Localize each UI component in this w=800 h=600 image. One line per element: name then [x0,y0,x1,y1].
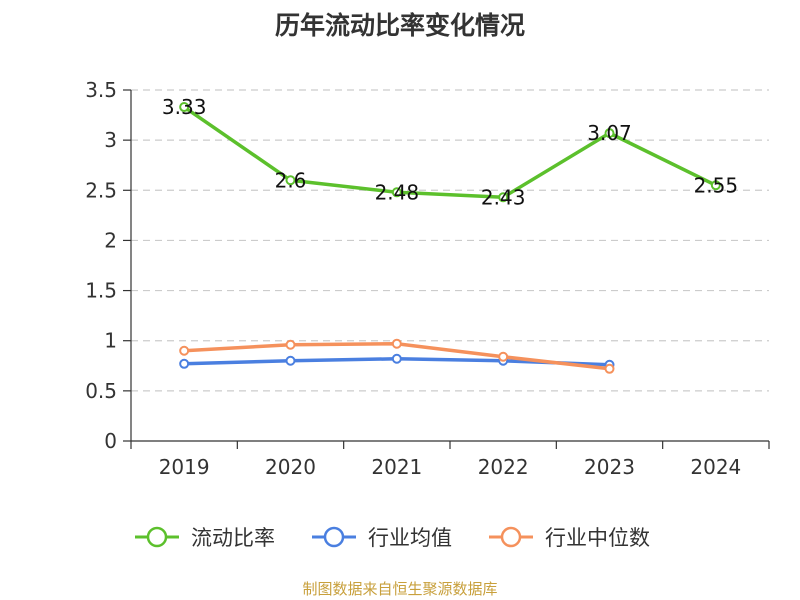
x-tick-label: 2020 [265,455,316,479]
data-point[interactable] [285,175,296,186]
y-tick-label: 2 [104,228,117,252]
legend-label: 行业均值 [368,526,452,550]
data-label: 2.43 [481,185,526,209]
gridlines [131,89,769,392]
data-point[interactable] [285,339,296,350]
legend-item[interactable]: 行业均值 [312,526,452,550]
y-tick-label: 2.5 [85,178,117,202]
y-tick-label: 0.5 [85,379,117,403]
data-point[interactable] [604,363,615,374]
data-point[interactable] [285,355,296,366]
data-point[interactable] [179,102,190,113]
data-labels: 3.33 2.6 2.48 2.43 3.07 2.55 [162,95,738,209]
y-tick-label: 1 [104,329,117,353]
x-tick-label: 2024 [690,455,741,479]
series-lines [179,102,721,374]
legend-marker-icon [500,526,522,548]
series-line [183,105,717,200]
data-point[interactable] [179,358,190,369]
data-label: 2.55 [694,173,739,197]
data-label: 2.48 [375,180,420,204]
y-tick-label: 3 [104,128,117,152]
x-tick-label: 2022 [478,455,529,479]
legend-marker-icon [323,526,345,548]
y-tick-label: 0 [104,429,117,453]
data-label: 2.6 [275,168,307,192]
data-point[interactable] [179,345,190,356]
legend: 流动比率 行业均值 行业中位数 [135,526,650,550]
legend-item[interactable]: 行业中位数 [489,526,650,550]
legend-label: 行业中位数 [545,526,650,550]
data-point[interactable] [710,180,721,191]
legend-item[interactable]: 流动比率 [135,526,275,550]
data-point[interactable] [498,192,509,203]
x-tick-label: 2021 [371,455,422,479]
data-point[interactable] [604,128,615,139]
data-point[interactable] [391,338,402,349]
data-point[interactable] [391,353,402,364]
y-tick-label: 1.5 [85,279,117,303]
data-label: 3.07 [587,121,632,145]
legend-label: 流动比率 [191,526,275,550]
data-point[interactable] [391,187,402,198]
data-point[interactable] [498,351,509,362]
axes: 0 0.5 1 1.5 2 2.5 3 3.5 2019 2020 2021 2022 2023 2024 [85,78,770,479]
source-note: 制图数据来自恒生聚源数据库 [302,580,498,598]
x-tick-label: 2019 [159,455,210,479]
x-tick-label: 2023 [584,455,635,479]
data-label: 3.33 [162,95,207,119]
legend-marker-icon [146,526,168,548]
y-tick-label: 3.5 [85,78,117,102]
chart-title: 历年流动比率变化情况 [274,11,525,40]
